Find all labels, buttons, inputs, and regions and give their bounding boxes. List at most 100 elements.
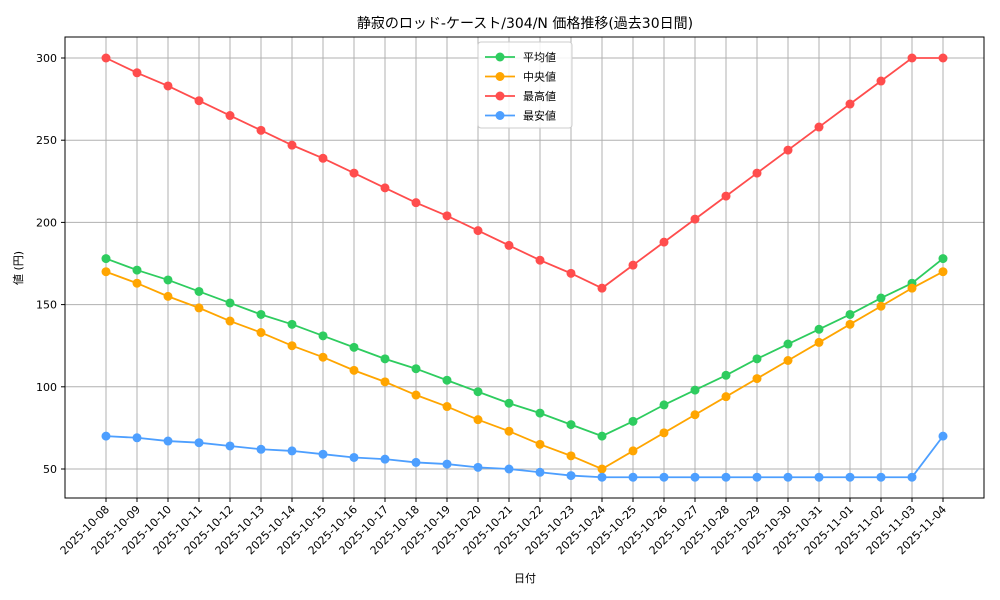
data-point xyxy=(938,53,948,63)
data-point xyxy=(411,198,421,208)
data-point xyxy=(907,53,917,63)
data-point xyxy=(690,410,700,420)
data-point xyxy=(442,459,452,469)
data-point xyxy=(101,431,111,441)
data-point xyxy=(752,374,762,384)
data-point xyxy=(194,96,204,106)
data-point xyxy=(318,153,328,163)
data-point xyxy=(876,76,886,86)
data-point xyxy=(380,454,390,464)
data-point xyxy=(938,431,948,441)
data-point xyxy=(721,191,731,201)
data-point xyxy=(659,400,669,410)
grid-lines xyxy=(65,37,984,498)
data-point xyxy=(690,214,700,224)
data-point xyxy=(659,237,669,247)
legend-marker xyxy=(495,111,505,120)
data-point xyxy=(163,275,173,285)
legend-label: 最高値 xyxy=(523,89,556,103)
chart-title: 静寂のロッド-ケースト/304/N 価格推移(過去30日間) xyxy=(357,16,693,32)
data-point xyxy=(597,464,607,474)
data-point xyxy=(752,472,762,482)
data-point xyxy=(504,426,514,436)
data-point xyxy=(163,436,173,446)
data-point xyxy=(411,457,421,467)
series-line xyxy=(105,435,944,479)
data-point xyxy=(194,438,204,448)
data-point xyxy=(163,81,173,91)
y-tick-label: 200 xyxy=(36,216,57,229)
data-point xyxy=(194,303,204,313)
data-point xyxy=(504,240,514,250)
data-point xyxy=(690,472,700,482)
data-point xyxy=(349,168,359,178)
data-point xyxy=(256,328,266,338)
data-point xyxy=(101,267,111,277)
data-point xyxy=(628,416,638,426)
data-point xyxy=(194,286,204,296)
data-point xyxy=(938,254,948,264)
legend-marker xyxy=(495,91,505,101)
data-point xyxy=(845,99,855,109)
data-point xyxy=(101,53,111,63)
y-tick-label: 100 xyxy=(36,381,57,394)
data-point xyxy=(566,268,576,278)
series-3 xyxy=(101,431,948,482)
data-point xyxy=(473,387,483,397)
data-point xyxy=(132,68,142,78)
legend-label: 中央値 xyxy=(523,71,556,84)
data-point xyxy=(473,226,483,236)
data-point xyxy=(535,467,545,477)
series-lines xyxy=(101,53,948,482)
data-point xyxy=(814,122,824,132)
legend-marker xyxy=(495,72,505,81)
data-point xyxy=(783,339,793,349)
data-point xyxy=(845,319,855,329)
data-point xyxy=(349,452,359,462)
data-point xyxy=(349,342,359,352)
data-point xyxy=(287,140,297,150)
series-0 xyxy=(101,254,948,441)
data-point xyxy=(225,316,235,326)
data-point xyxy=(659,428,669,438)
data-point xyxy=(225,111,235,121)
data-point xyxy=(876,472,886,482)
data-point xyxy=(132,278,142,288)
y-tick-label: 250 xyxy=(36,134,57,147)
data-point xyxy=(783,145,793,155)
data-point xyxy=(380,354,390,364)
data-point xyxy=(256,309,266,319)
legend-marker xyxy=(495,52,505,62)
data-point xyxy=(845,472,855,482)
data-point xyxy=(163,291,173,301)
data-point xyxy=(473,415,483,425)
data-point xyxy=(473,462,483,472)
data-point xyxy=(690,385,700,395)
y-tick-label: 50 xyxy=(43,463,57,476)
data-point xyxy=(535,255,545,265)
data-point xyxy=(597,283,607,293)
data-point xyxy=(256,444,266,454)
data-point xyxy=(380,377,390,387)
data-point xyxy=(442,375,452,385)
legend-label: 平均値 xyxy=(523,51,556,64)
data-point xyxy=(938,267,948,277)
data-point xyxy=(597,472,607,482)
data-point xyxy=(628,260,638,270)
data-point xyxy=(566,471,576,481)
data-point xyxy=(752,354,762,364)
data-point xyxy=(318,331,328,341)
data-point xyxy=(380,183,390,193)
data-point xyxy=(132,265,142,275)
data-point xyxy=(318,449,328,459)
y-tick-label: 150 xyxy=(36,299,57,312)
legend-label: 最安値 xyxy=(523,109,556,123)
y-axis-label: 値 (円) xyxy=(12,251,25,285)
data-point xyxy=(349,365,359,375)
data-point xyxy=(535,408,545,418)
y-axis-ticks: 50 100 150 200 250 300 xyxy=(36,52,65,476)
data-point xyxy=(814,472,824,482)
data-point xyxy=(442,211,452,221)
